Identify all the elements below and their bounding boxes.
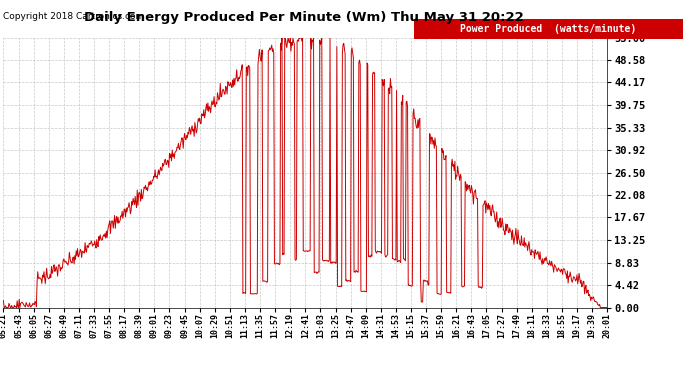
- Text: Power Produced  (watts/minute): Power Produced (watts/minute): [460, 24, 637, 34]
- Text: Daily Energy Produced Per Minute (Wm) Thu May 31 20:22: Daily Energy Produced Per Minute (Wm) Th…: [83, 11, 524, 24]
- Text: Copyright 2018 Cartronics.com: Copyright 2018 Cartronics.com: [3, 12, 145, 21]
